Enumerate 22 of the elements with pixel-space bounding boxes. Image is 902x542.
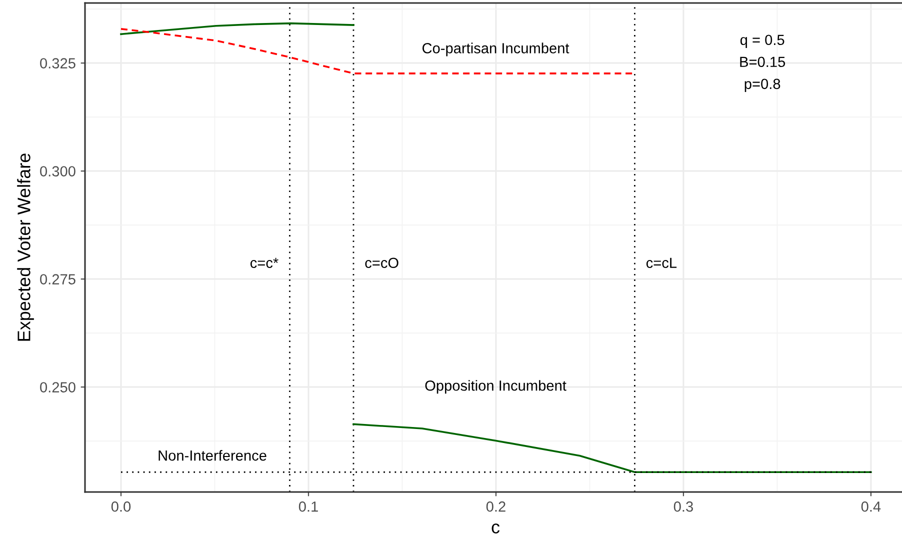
y-axis-title: Expected Voter Welfare: [17, 154, 34, 341]
line-series: [120, 22, 354, 36]
y-tick-label: 0.250: [40, 382, 76, 392]
annotation: q = 0.5: [740, 34, 784, 48]
annotation: B=0.15: [740, 56, 786, 68]
series-label: Co-partisan Incumbent: [422, 42, 570, 56]
text: Opposition Incumbent: [425, 380, 566, 394]
y-tick-label: 0.300: [40, 166, 76, 176]
series-label: Non-Interference: [158, 450, 266, 461]
x-tick-label: 0.2: [486, 501, 506, 512]
x-tick-label: 0.4: [861, 501, 881, 512]
line-series: [352, 423, 872, 474]
x-tick-label: 0.1: [298, 501, 318, 512]
y-tick-label: 0.275: [40, 274, 76, 284]
x-axis-title: c: [492, 524, 500, 534]
ref-line-label: c=c*: [250, 258, 278, 268]
annotation: p=0.8: [744, 78, 780, 92]
x-tick-label: 0.0: [111, 501, 131, 512]
ref-line-label: c=cO: [365, 258, 398, 268]
x-tick-label: 0.3: [674, 501, 693, 512]
y-tick-label: 0.325: [40, 58, 76, 68]
ref-line-label: c=cL: [646, 258, 677, 268]
